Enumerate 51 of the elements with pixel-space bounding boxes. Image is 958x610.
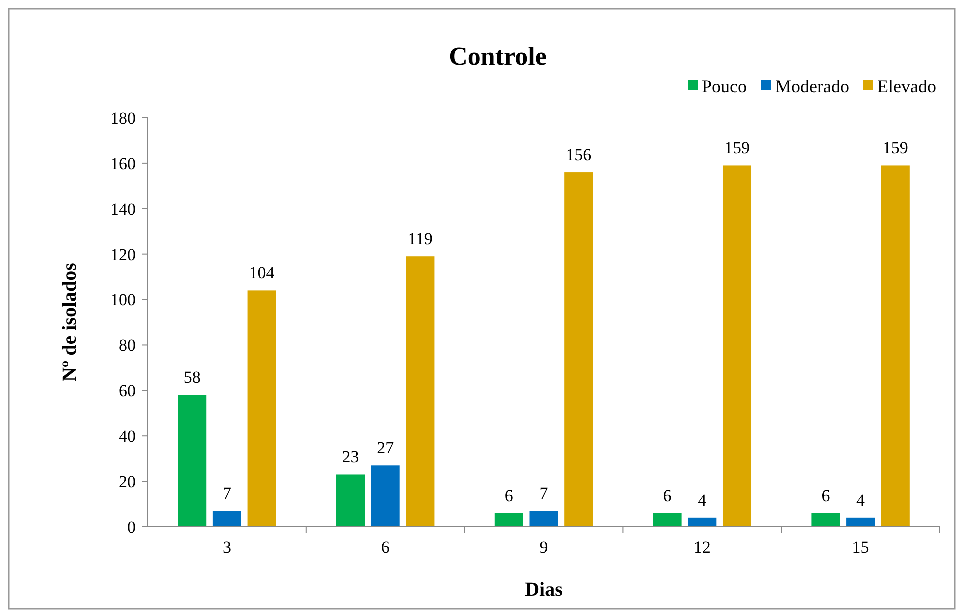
y-tick-label: 60 — [119, 382, 136, 401]
data-label: 6 — [822, 486, 830, 506]
data-label: 119 — [408, 230, 433, 249]
y-tick-label: 100 — [110, 290, 136, 310]
bar — [336, 474, 366, 527]
data-label: 159 — [724, 138, 750, 158]
legend-label: Pouco — [702, 76, 747, 96]
data-label: 7 — [540, 484, 549, 504]
bar — [212, 511, 242, 527]
x-tick-label: 12 — [694, 538, 711, 557]
y-tick-label: 80 — [119, 336, 136, 356]
legend-label: Elevado — [878, 76, 936, 96]
chart-title: Controle — [449, 42, 547, 71]
data-label: 6 — [663, 486, 672, 506]
x-tick-label: 3 — [222, 538, 232, 557]
bar — [846, 518, 876, 527]
bar — [530, 511, 558, 527]
x-tick-label: 15 — [852, 538, 870, 557]
bar — [722, 166, 752, 527]
data-label: 23 — [342, 448, 360, 467]
y-tick-label: 180 — [110, 108, 136, 128]
bar — [406, 256, 435, 527]
data-label: 7 — [222, 484, 232, 504]
y-tick-label: 20 — [119, 472, 136, 492]
bar — [494, 513, 524, 527]
bar — [564, 172, 594, 527]
data-label: 6 — [504, 486, 514, 506]
y-tick-label: 40 — [119, 427, 136, 446]
bar — [653, 513, 682, 527]
x-tick-label: 6 — [381, 538, 390, 557]
y-tick-label: 160 — [110, 154, 136, 174]
y-tick-label: 120 — [110, 245, 136, 264]
x-tick-label: 9 — [540, 538, 548, 557]
y-tick-label: 140 — [110, 200, 136, 219]
y-tick-label: 0 — [128, 518, 136, 537]
data-label: 27 — [377, 438, 395, 458]
bar — [248, 290, 276, 527]
bar — [881, 166, 910, 527]
data-label: 104 — [249, 264, 276, 283]
y-axis-title: Nº de isolados — [59, 262, 81, 382]
legend-label: Moderado — [776, 76, 850, 96]
data-label: 156 — [566, 146, 592, 165]
bar — [812, 513, 840, 527]
data-label: 4 — [698, 490, 708, 510]
data-label: 4 — [856, 490, 866, 510]
bar — [178, 395, 207, 527]
x-axis-title: Dias — [525, 579, 564, 601]
data-label: 58 — [184, 368, 201, 388]
bar — [371, 466, 400, 527]
bar — [688, 518, 717, 527]
data-label: 159 — [882, 138, 908, 158]
